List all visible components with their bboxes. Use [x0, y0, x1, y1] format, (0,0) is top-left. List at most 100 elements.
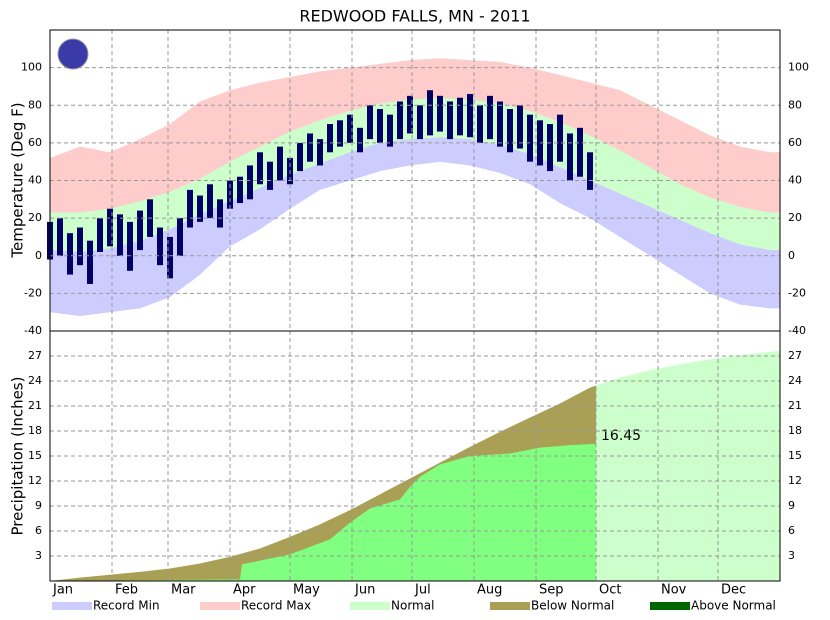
area [50, 443, 596, 581]
y-tick-label: 18 [28, 424, 42, 437]
y-tick-label: 3 [788, 549, 795, 562]
observed-bar [477, 105, 483, 143]
y-tick-label: 24 [788, 374, 802, 387]
observed-bar [367, 105, 373, 140]
y-tick-label: 3 [35, 549, 42, 562]
observed-bar [107, 208, 113, 247]
legend-label: Record Min [93, 599, 160, 613]
observed-bar [267, 161, 273, 190]
y-tick-label: 80 [788, 98, 802, 111]
legend-swatch [200, 602, 240, 610]
plot: 16.45 -40 -40 -20 -20 0 0 20 20 40 40 60 60 80 80 100 10… [21, 30, 809, 613]
observed-bar [467, 93, 473, 138]
x-tick-label: Apr [233, 583, 256, 598]
y-tick-label: 9 [788, 499, 795, 512]
observed-bar [577, 127, 583, 177]
x-tick-label: Nov [661, 583, 687, 598]
legend-swatch [650, 602, 690, 610]
y-tick-label: 100 [788, 61, 809, 74]
x-tick-label: May [293, 583, 320, 598]
observed-bar [457, 97, 463, 136]
y-tick-label: 40 [788, 174, 802, 187]
observed-bar [317, 139, 323, 166]
observed-bar [197, 195, 203, 222]
x-tick-label: Jan [52, 583, 73, 598]
observed-bar [97, 218, 103, 252]
plot-frame [49, 29, 781, 582]
y-tick-label: 27 [788, 349, 802, 362]
y-tick-label: 100 [21, 61, 42, 74]
y-tick-label: 21 [788, 399, 802, 412]
y-axis-label: Precipitation (Inches) [9, 377, 27, 536]
observed-bar [527, 114, 533, 162]
observed-bar [277, 146, 283, 181]
y-tick-label: 15 [28, 449, 42, 462]
y-tick-label: -40 [788, 324, 806, 337]
legend-swatch [490, 602, 530, 610]
y-tick-label: 6 [788, 524, 795, 537]
y-axis-label: Temperature (Deg F) [9, 102, 27, 258]
y-tick-label: -20 [24, 286, 42, 299]
observed-bar [127, 221, 133, 271]
observed-bar [427, 90, 433, 136]
legend-label: Normal [391, 599, 434, 613]
y-tick-label: 60 [788, 136, 802, 149]
observed-bar [497, 101, 503, 147]
x-tick-label: Dec [721, 583, 746, 598]
x-tick-label: Aug [477, 583, 502, 598]
noaa-logo [57, 38, 89, 70]
observed-bar [447, 101, 453, 140]
observed-bar [347, 114, 353, 143]
observed-bar [417, 105, 423, 140]
y-tick-label: 20 [788, 211, 802, 224]
observed-bar [177, 218, 183, 256]
observed-bar [407, 95, 413, 134]
observed-bar [387, 114, 393, 147]
observed-bar [557, 114, 563, 162]
y-tick-label: 60 [28, 136, 42, 149]
annotation: 16.45 [601, 428, 641, 444]
y-tick-label: 24 [28, 374, 42, 387]
observed-bar [327, 124, 333, 153]
y-tick-label: 40 [28, 174, 42, 187]
y-tick-label: 9 [35, 499, 42, 512]
observed-bar [57, 218, 63, 256]
area [50, 161, 780, 331]
x-tick-label: Jun [354, 583, 375, 598]
observed-bar [157, 227, 163, 266]
observed-bar [187, 189, 193, 228]
observed-bar [87, 240, 93, 284]
x-tick-label: Sep [539, 583, 564, 598]
y-tick-label: 0 [788, 249, 795, 262]
observed-bar [237, 176, 243, 204]
observed-bar [507, 109, 513, 153]
x-tick-label: Jul [414, 583, 431, 598]
y-tick-label: 0 [35, 249, 42, 262]
area [50, 351, 780, 581]
observed-bar [547, 124, 553, 172]
observed-bar [77, 227, 83, 266]
observed-bar [257, 152, 263, 185]
legend-label: Record Max [241, 599, 311, 613]
legend-swatch [350, 602, 390, 610]
observed-bar [397, 101, 403, 140]
y-tick-label: 12 [788, 474, 802, 487]
legend-label: Above Normal [691, 599, 776, 613]
y-tick-label: 18 [788, 424, 802, 437]
y-tick-label: 12 [28, 474, 42, 487]
observed-bar [337, 120, 343, 147]
y-tick-label: 21 [28, 399, 42, 412]
observed-bar [377, 109, 383, 143]
y-tick-label: 15 [788, 449, 802, 462]
observed-bar [357, 127, 363, 153]
observed-bar [167, 236, 173, 279]
x-tick-label: Mar [171, 583, 196, 598]
observed-bar [217, 199, 223, 228]
observed-bar [487, 95, 493, 140]
observed-bar [117, 214, 123, 256]
observed-bar [247, 165, 253, 200]
y-tick-label: -40 [24, 324, 42, 337]
observed-bar [67, 233, 73, 275]
observed-bar [587, 152, 593, 190]
